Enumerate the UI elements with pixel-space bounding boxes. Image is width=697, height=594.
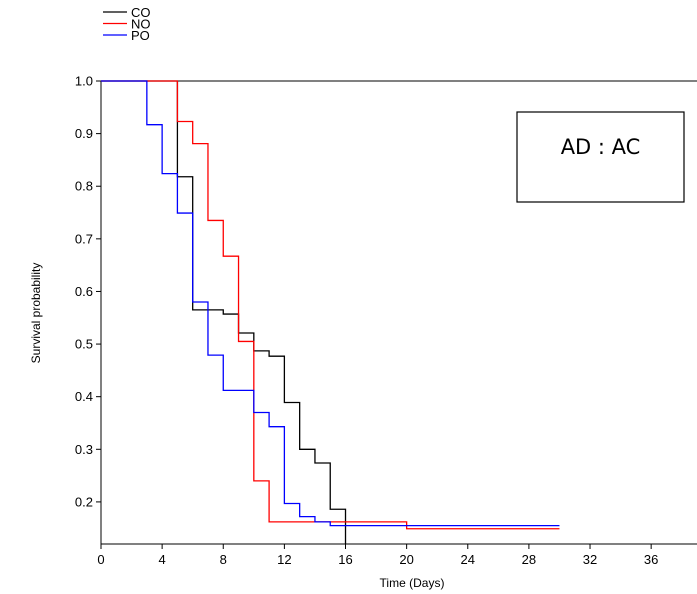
y-tick-label: 0.7 [75, 231, 93, 246]
x-tick-label: 4 [159, 552, 166, 567]
x-tick-label: 12 [277, 552, 291, 567]
series-line-no [101, 80, 560, 530]
y-tick-label: 0.8 [75, 179, 93, 194]
x-tick-label: 16 [338, 552, 352, 567]
y-tick-label: 0.9 [75, 126, 93, 141]
annotation-box: AD : AC [516, 111, 685, 203]
legend-label-po: PO [131, 28, 150, 43]
axes [100, 80, 697, 545]
x-tick-label: 24 [461, 552, 475, 567]
y-tick-label: 0.3 [75, 442, 93, 457]
x-tick-label: 8 [220, 552, 227, 567]
annotation-text: AD : AC [561, 135, 641, 159]
x-tick-label: 36 [644, 552, 658, 567]
legend-label-co: CO [131, 5, 151, 20]
y-axis-label: Survival probability [29, 263, 43, 364]
x-tick-label: 32 [583, 552, 597, 567]
x-tick-label: 28 [522, 552, 536, 567]
y-tick-label: 0.4 [75, 389, 93, 404]
y-tick-label: 0.5 [75, 337, 93, 352]
series-group [101, 80, 560, 544]
y-tick-label: 0.2 [75, 494, 93, 509]
series-line-po [101, 80, 560, 527]
x-tick-label: 20 [399, 552, 413, 567]
tick-marks: 0 4 8 12 16 20 24 28 32 36 0.2 0.3 0.4 0.5 0.6 0.7 0.8 0.… [75, 74, 658, 568]
y-tick-label: 0.6 [75, 284, 93, 299]
y-tick-label: 1.0 [75, 74, 93, 89]
legend-label-no: NO [131, 17, 151, 32]
series-line-co [101, 80, 347, 544]
x-axis-label: Time (Days) [380, 576, 445, 590]
annotation-frame [516, 111, 685, 203]
x-tick-label: 0 [97, 552, 104, 567]
